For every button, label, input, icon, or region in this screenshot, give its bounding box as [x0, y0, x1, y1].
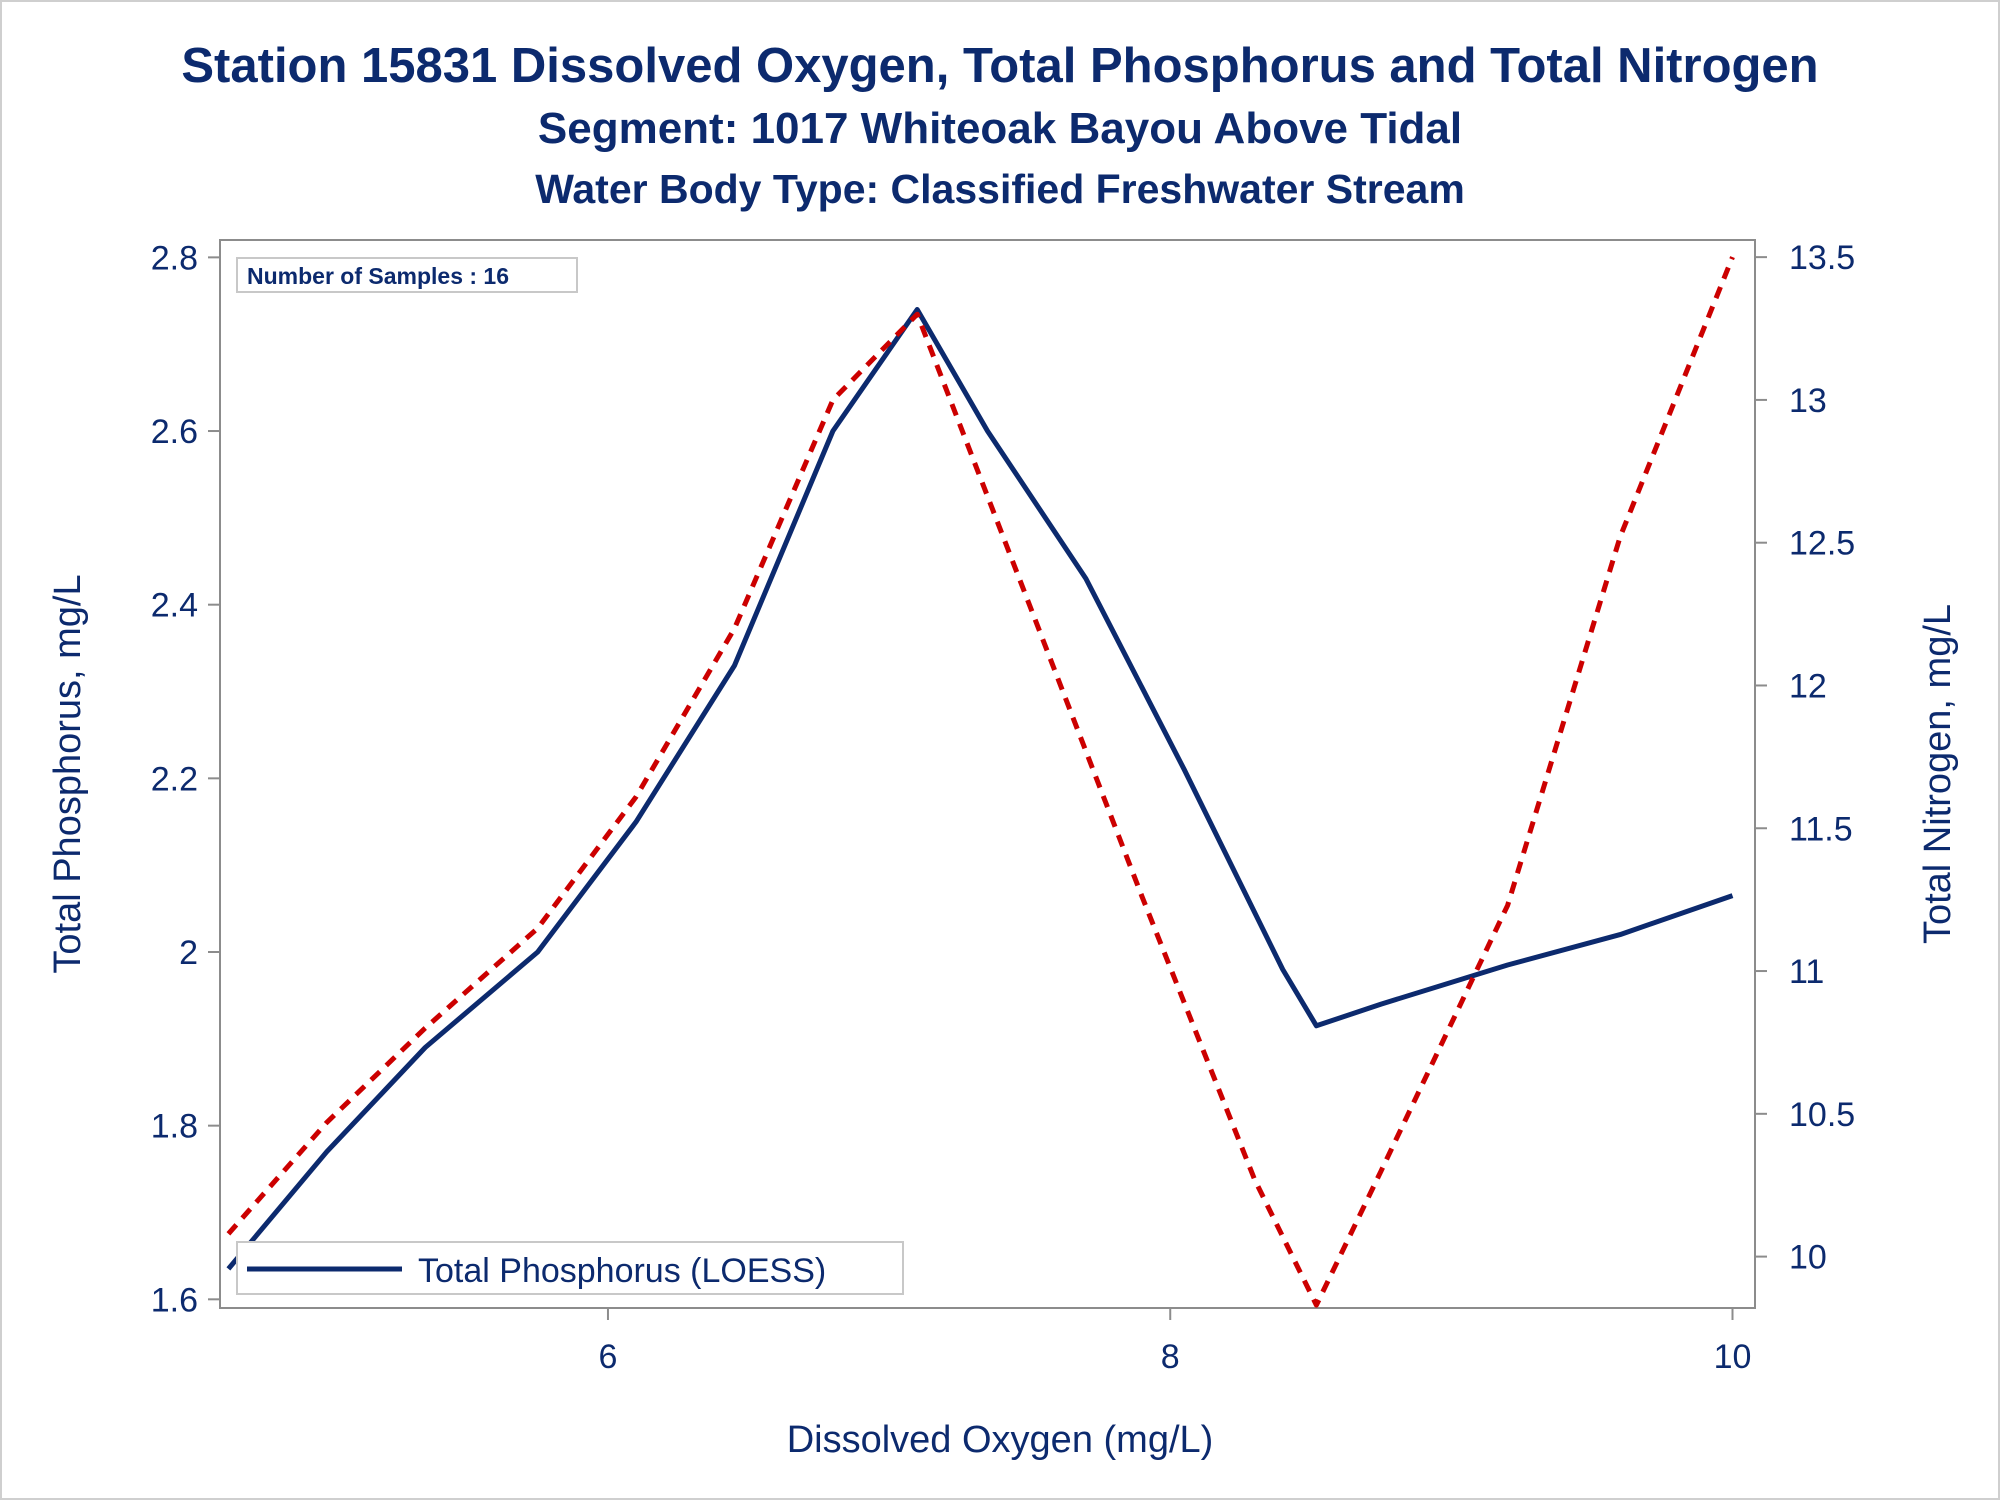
y-tick-label-right: 10.5 — [1789, 1096, 1855, 1134]
series-layer — [226, 256, 1735, 1308]
plot-area — [219, 239, 1756, 1309]
x-tick-label: 8 — [1161, 1338, 1180, 1376]
y-tick-label-left: 2.8 — [151, 239, 198, 277]
y-axis-label-left: Total Phosphorus, mg/L — [47, 574, 89, 973]
nitrogen-line — [226, 256, 1735, 1308]
y-axis-label-right: Total Nitrogen, mg/L — [1917, 604, 1959, 944]
y-tick-label-left: 2 — [179, 934, 198, 972]
sample-count-text: Number of Samples : 16 — [247, 263, 509, 289]
axes-layer: 1.6 1.8 2 2.2 2.4 2.6 2.8 10 10.5 11 11.5 12 12.5 13 1… — [151, 239, 1855, 1376]
phosphorus-line — [226, 307, 1734, 1271]
y-tick-label-left: 1.8 — [151, 1108, 198, 1146]
y-tick-label-right: 13 — [1789, 382, 1827, 420]
chart-title: Station 15831 Dissolved Oxygen, Total Ph… — [181, 39, 1819, 93]
legend: Total Phosphorus (LOESS) — [236, 1241, 904, 1295]
x-tick-label: 6 — [599, 1338, 618, 1376]
x-tick-label: 10 — [1714, 1338, 1752, 1376]
y-tick-label-right: 13.5 — [1789, 239, 1855, 277]
y-tick-label-left: 2.2 — [151, 760, 198, 798]
x-axis-label: Dissolved Oxygen (mg/L) — [787, 1419, 1214, 1461]
y-tick-label-right: 10 — [1789, 1239, 1827, 1277]
legend-label-phosphorus: Total Phosphorus (LOESS) — [418, 1252, 826, 1290]
sample-count-box: Number of Samples : 16 — [236, 257, 578, 293]
y-tick-label-right: 12.5 — [1789, 525, 1855, 563]
y-tick-label-left: 2.4 — [151, 587, 198, 625]
chart-subtitle-segment: Segment: 1017 Whiteoak Bayou Above Tidal — [537, 104, 1463, 153]
chart-subtitle-waterbody: Water Body Type: Classified Freshwater S… — [535, 166, 1465, 212]
y-tick-label-left: 2.6 — [151, 413, 198, 451]
y-tick-label-right: 11.5 — [1789, 810, 1853, 848]
y-tick-label-left: 1.6 — [151, 1281, 198, 1319]
y-tick-label-right: 12 — [1789, 667, 1827, 705]
y-tick-label-right: 11 — [1789, 953, 1824, 991]
